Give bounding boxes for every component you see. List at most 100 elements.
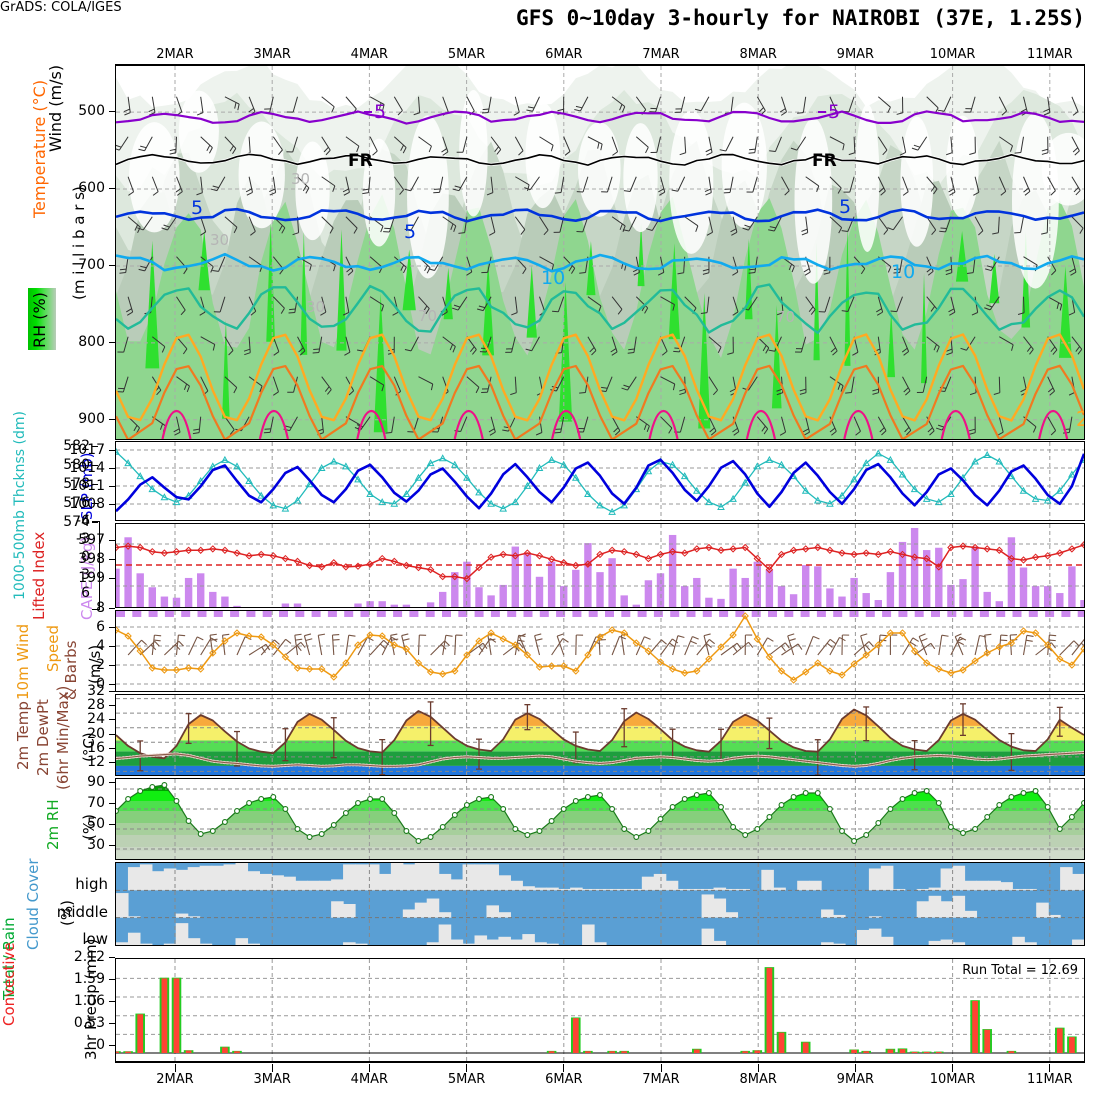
date-tick-10mar: 10MAR	[929, 47, 976, 62]
axis-tick-mark	[109, 747, 115, 749]
bottom-axis-line	[115, 1062, 1085, 1063]
axis-tick-mark	[109, 111, 115, 113]
rh-legend-swatch	[28, 288, 56, 350]
axis-tick-mark	[109, 486, 115, 487]
label-temperature-upper: Temperature (°C)	[30, 79, 49, 218]
axis-tick-mark	[109, 627, 115, 628]
cape-tick-597: 597	[78, 532, 105, 548]
svg-text:5: 5	[828, 101, 840, 123]
svg-text:30: 30	[210, 231, 229, 249]
axis-tick-mark	[109, 646, 115, 647]
wind-tick-2: 2	[96, 657, 105, 673]
grads-credit: GrADS: COLA/IGES	[0, 0, 122, 15]
rh-tick-30: 30	[87, 837, 105, 853]
date-tick-10mar: 10MAR	[929, 1072, 976, 1087]
10m-wind-panel	[115, 610, 1085, 692]
precip-tick-1-59: 1.59	[73, 971, 105, 987]
cloud-cover-panel	[115, 862, 1085, 946]
svg-text:10: 10	[541, 267, 565, 289]
axis-tick-mark	[109, 504, 115, 505]
axis-tick-mark	[109, 1001, 115, 1002]
thickness-tick-mark	[92, 465, 98, 466]
svg-text:20: 20	[1076, 407, 1084, 431]
axis-tick-mark	[109, 341, 115, 343]
pressure-tick-600: 600	[78, 180, 105, 197]
pressure-tick-500: 500	[78, 103, 105, 120]
cloud-row-high: high	[75, 875, 108, 893]
cloud-row-middle: middle	[56, 902, 108, 921]
date-tick-3mar: 3MAR	[253, 47, 291, 62]
axis-tick-mark	[109, 468, 115, 469]
thickness-tick-mark	[92, 446, 98, 447]
date-tick-mark	[174, 1064, 176, 1072]
axis-tick-mark	[109, 803, 115, 804]
label-10m-wind: 10m Wind	[14, 623, 32, 700]
axis-tick-mark	[109, 665, 115, 666]
date-tick-9mar: 9MAR	[836, 47, 875, 62]
svg-text:10: 10	[891, 261, 915, 283]
2m-relative-humidity-panel	[115, 778, 1085, 860]
date-tick-mark	[660, 1064, 662, 1072]
axis-tick-mark	[109, 450, 115, 451]
svg-text:30: 30	[306, 298, 325, 316]
axis-tick-mark	[109, 691, 115, 692]
temp-tick-16: 16	[87, 739, 105, 756]
wind-tick-4: 4	[96, 638, 105, 654]
date-tick-3mar: 3MAR	[253, 1072, 291, 1087]
2m-temperature-dewpoint-panel	[115, 694, 1085, 776]
thickness-tick-582: 582	[63, 438, 90, 454]
precip-tick-0: 0	[96, 1037, 105, 1053]
cape-tick-398: 398	[78, 551, 105, 567]
svg-text:70: 70	[418, 307, 437, 325]
rh-tick-50: 50	[87, 816, 105, 832]
thickness-tick-580: 580	[63, 457, 90, 473]
label-convective: Convective	[0, 942, 18, 1026]
date-tick-mark	[1049, 1064, 1051, 1072]
date-tick-9mar: 9MAR	[836, 1072, 875, 1087]
slp-thickness-panel	[115, 441, 1085, 521]
page-title: GFS 0~10day 3-hourly for NAIROBI (37E, 1…	[516, 6, 1085, 30]
thickness-tick-mark	[92, 503, 98, 504]
rh-tick-70: 70	[87, 795, 105, 811]
axis-tick-mark	[109, 264, 115, 266]
axis-tick-mark	[109, 578, 115, 579]
date-tick-2mar: 2MAR	[156, 1072, 194, 1087]
rh-tick-90: 90	[87, 774, 105, 790]
date-tick-7mar: 7MAR	[642, 1072, 680, 1087]
temp-tick-32: 32	[87, 683, 105, 699]
wind-tick-8: 8	[96, 600, 105, 616]
pressure-tick-900: 900	[78, 410, 105, 427]
wind-tick-6: 6	[96, 619, 105, 635]
temp-tick-24: 24	[87, 711, 105, 728]
date-tick-mark	[466, 1064, 468, 1072]
axis-tick-mark	[109, 762, 115, 763]
date-tick-mark	[757, 1064, 759, 1072]
temp-tick-12: 12	[87, 754, 105, 770]
axis-tick-mark	[109, 188, 115, 190]
date-tick-mark	[271, 1064, 273, 1072]
precipitation-panel: Run Total = 12.69	[115, 958, 1085, 1062]
slp-tick-1017: 1017	[69, 442, 105, 458]
slp-tick-1008: 1008	[69, 496, 105, 512]
svg-text:5: 5	[191, 197, 203, 219]
label-thickness: 1000-500mb Thcknss (dm)	[12, 411, 28, 600]
date-tick-5mar: 5MAR	[447, 47, 486, 62]
axis-tick-mark	[109, 824, 115, 825]
label-lifted-index: Lifted Index	[30, 531, 48, 620]
upper-air-cross-section: 5 5 FR FR 5 5 5 10 10 30 30 30 70 70 20	[115, 65, 1085, 440]
axis-tick-mark	[109, 559, 115, 560]
svg-text:FR: FR	[348, 151, 373, 171]
lifted-index-tick-0: 0	[81, 549, 90, 565]
date-tick-8mar: 8MAR	[739, 47, 777, 62]
lifted-index-tick-3: 3	[81, 567, 90, 583]
date-tick-6mar: 6MAR	[545, 1072, 583, 1087]
thickness-tick-mark	[92, 484, 98, 485]
precip-tick-2-12: 2.12	[73, 949, 105, 965]
date-tick-mark	[563, 1064, 565, 1072]
svg-text:5: 5	[839, 196, 851, 218]
axis-tick-mark	[109, 719, 115, 721]
slp-tick-1014: 1014	[69, 460, 105, 476]
svg-text:5: 5	[374, 101, 386, 123]
thickness-tick-mark	[92, 522, 98, 523]
date-tick-4mar: 4MAR	[350, 47, 389, 62]
